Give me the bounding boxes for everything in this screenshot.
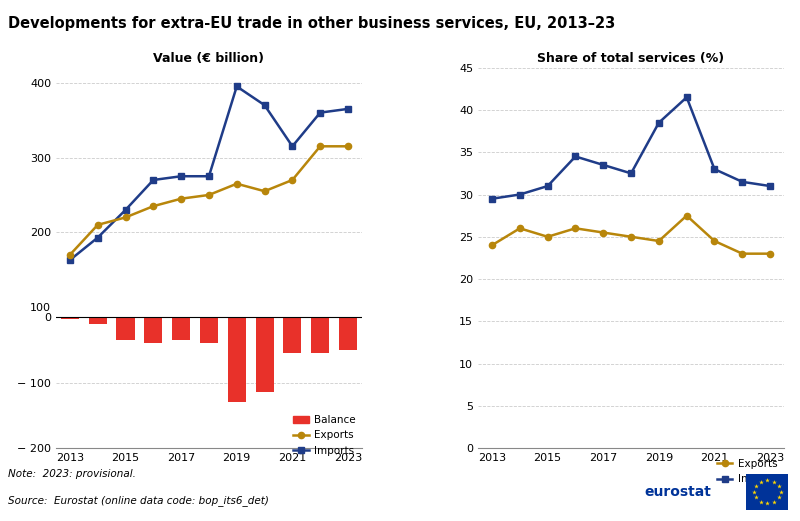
Bar xyxy=(89,317,106,324)
Bar xyxy=(255,317,274,392)
Bar xyxy=(228,317,246,402)
Legend: Balance, Exports, Imports: Balance, Exports, Imports xyxy=(289,411,360,460)
Bar xyxy=(172,317,190,340)
Bar xyxy=(311,317,330,353)
Bar xyxy=(117,317,134,340)
Legend: Exports, Imports: Exports, Imports xyxy=(713,455,782,489)
Text: eurostat: eurostat xyxy=(644,486,711,499)
Title: Share of total services (%): Share of total services (%) xyxy=(538,52,725,65)
Text: Developments for extra-EU trade in other business services, EU, 2013–23: Developments for extra-EU trade in other… xyxy=(8,16,615,31)
Text: Source:  Eurostat (online data code: bop_its6_det): Source: Eurostat (online data code: bop_… xyxy=(8,495,269,506)
Bar xyxy=(339,317,357,350)
Bar xyxy=(200,317,218,343)
Bar xyxy=(144,317,162,343)
Bar xyxy=(283,317,302,353)
Text: Note:  2023: provisional.: Note: 2023: provisional. xyxy=(8,469,136,479)
Bar xyxy=(61,317,79,319)
Title: Value (€ billion): Value (€ billion) xyxy=(154,52,265,65)
